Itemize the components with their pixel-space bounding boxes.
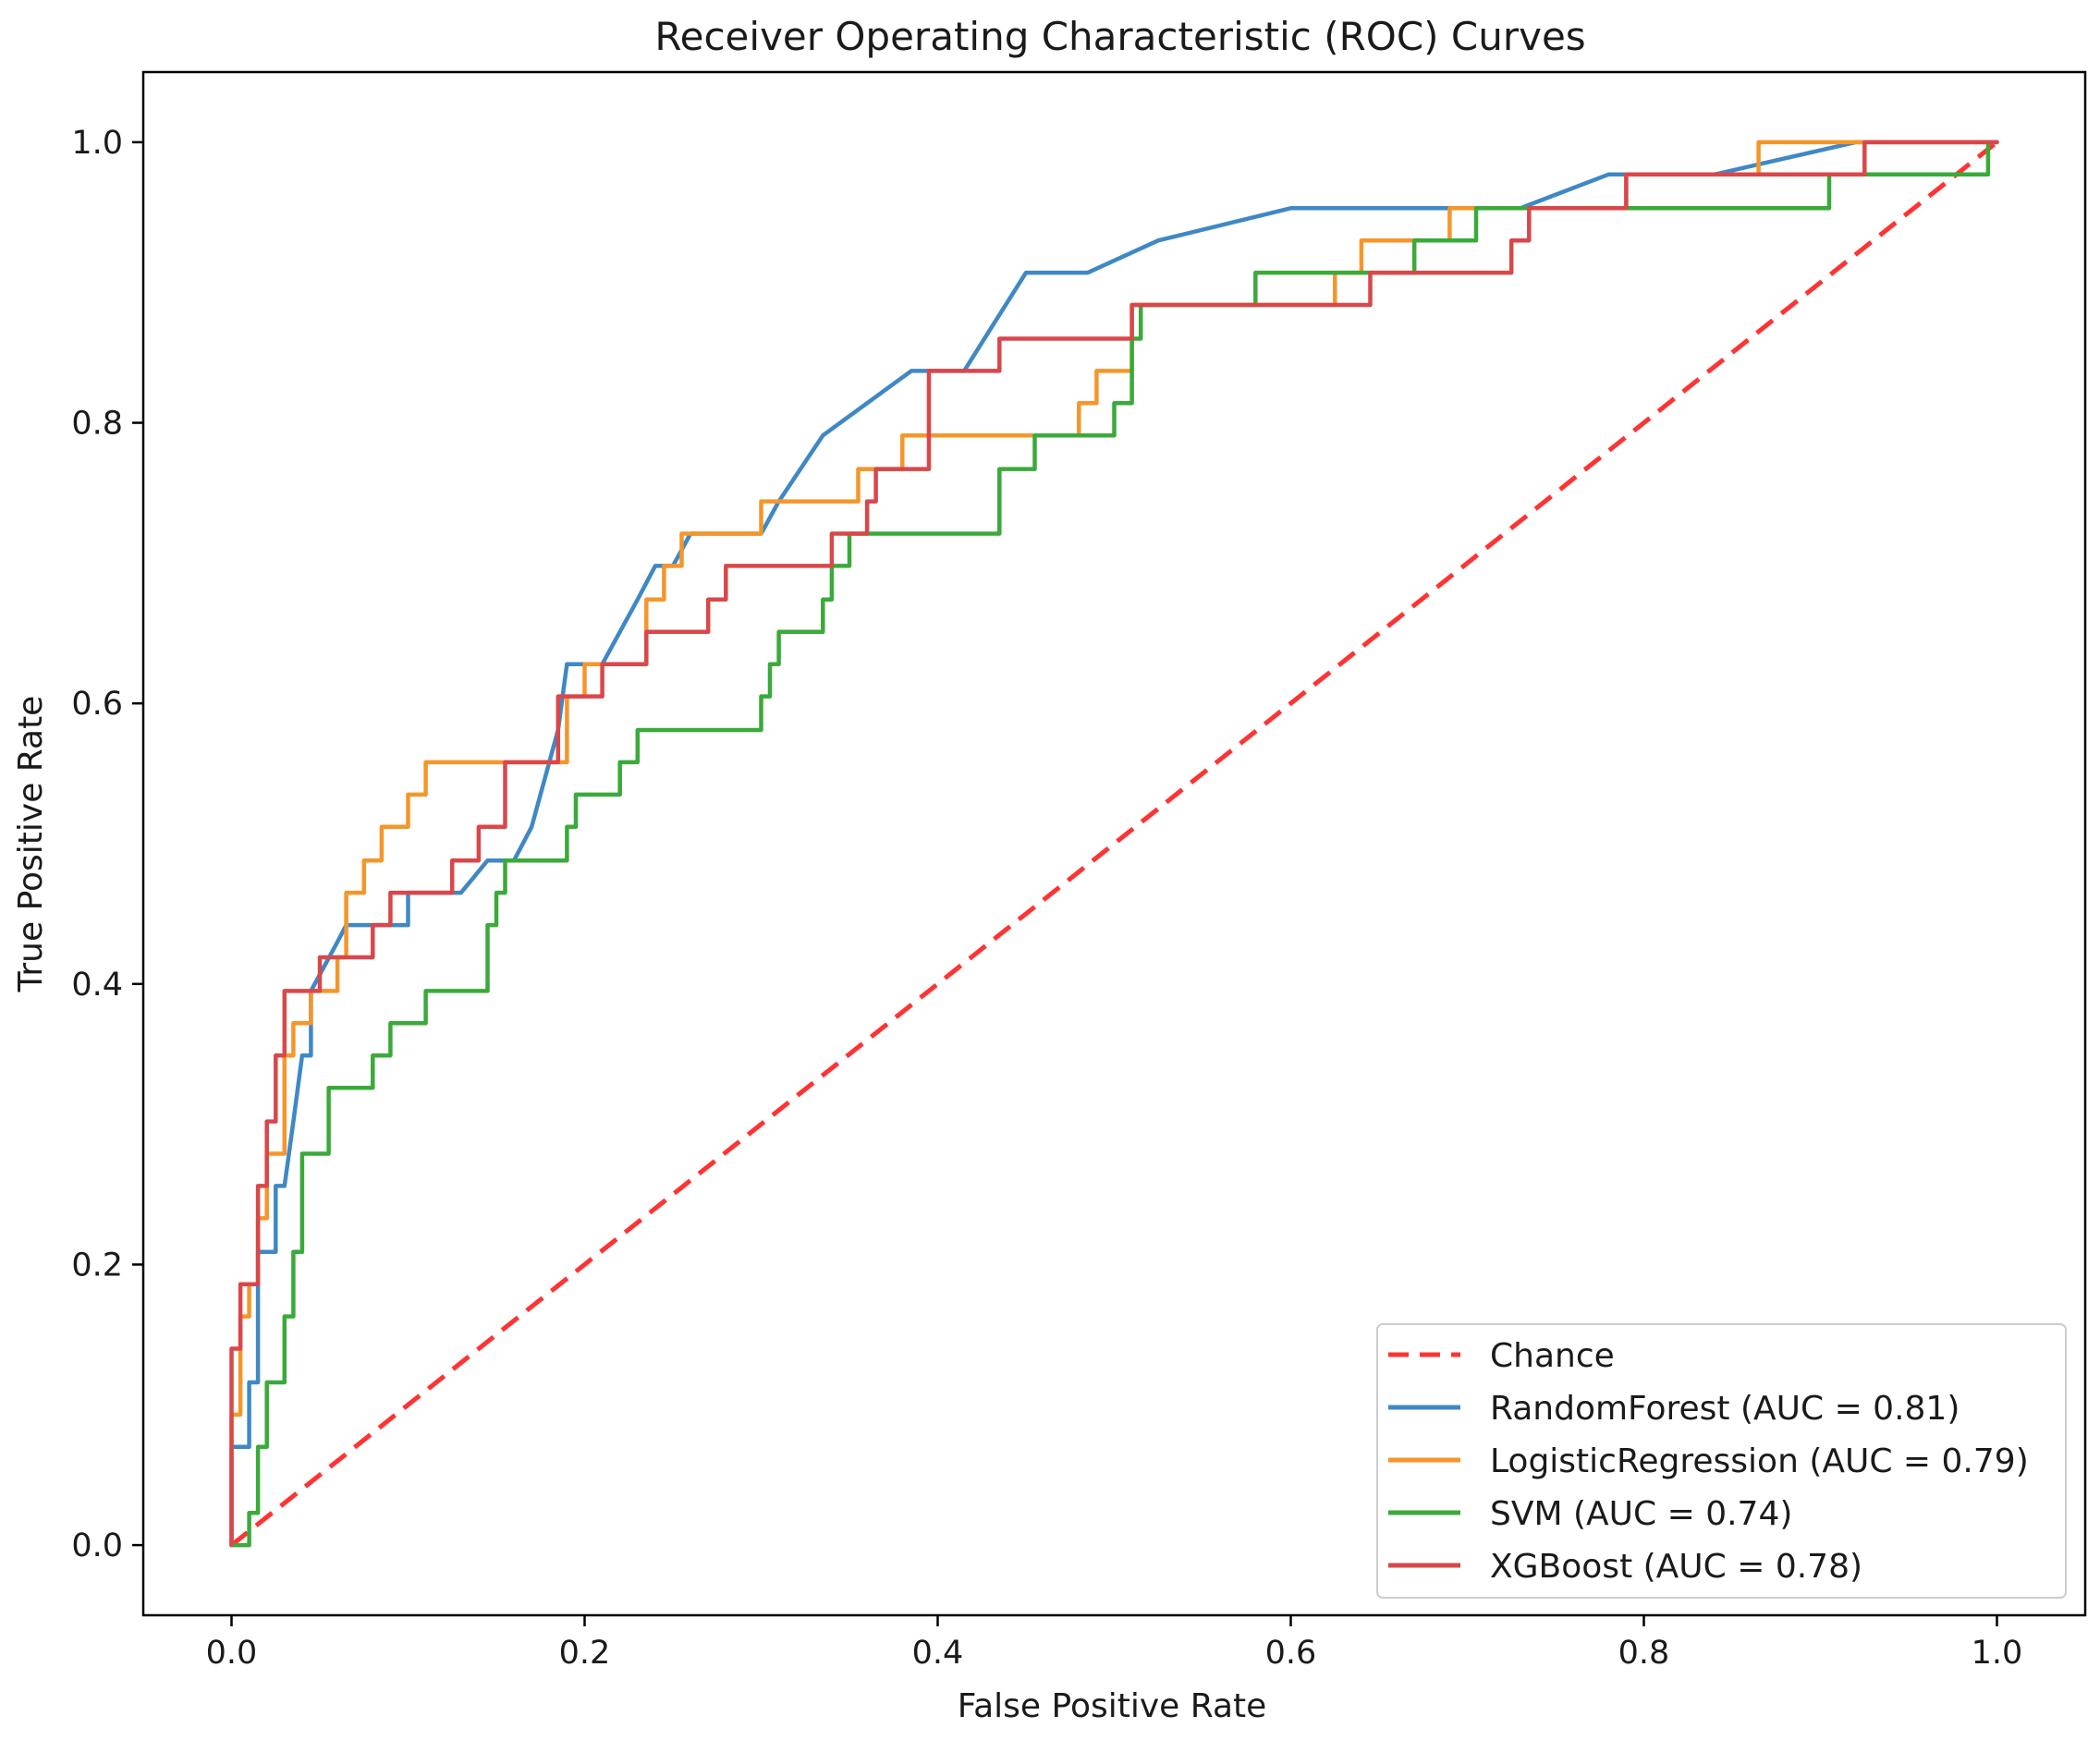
y-tick-label: 0.4 xyxy=(71,967,123,1004)
y-axis-label: True Positive Rate xyxy=(12,696,50,993)
x-tick-label: 0.2 xyxy=(559,1635,611,1672)
x-tick-label: 0.6 xyxy=(1265,1635,1317,1672)
x-tick-label: 1.0 xyxy=(1972,1635,2023,1672)
y-tick-label: 1.0 xyxy=(71,125,123,162)
legend-label-xgb: XGBoost (AUC = 0.78) xyxy=(1490,1548,1862,1586)
axes-frame xyxy=(141,70,2087,1617)
legend-box xyxy=(1376,1323,2067,1599)
plot-area xyxy=(229,140,1999,1548)
legend-label-lr: LogisticRegression (AUC = 0.79) xyxy=(1490,1442,2029,1480)
series-line-svm xyxy=(229,140,1999,1548)
x-axis-label: False Positive Rate xyxy=(958,1687,1267,1725)
y-tick-label: 0.8 xyxy=(71,406,123,443)
legend: Chance RandomForest (AUC = 0.81) LogisticR… xyxy=(1376,1323,2067,1599)
y-tick-label: 0.0 xyxy=(71,1527,123,1564)
series-line-xgb xyxy=(229,140,1999,1548)
legend-label-svm: SVM (AUC = 0.74) xyxy=(1490,1495,1792,1533)
chart-title: Receiver Operating Characteristic (ROC) … xyxy=(654,14,1585,59)
legend-label-chance: Chance xyxy=(1490,1337,1615,1375)
y-axis-ticks: 0.0 0.2 0.4 0.6 0.8 1.0 xyxy=(71,125,143,1564)
x-tick-label: 0.4 xyxy=(912,1635,964,1672)
legend-label-rf: RandomForest (AUC = 0.81) xyxy=(1490,1390,1960,1428)
x-tick-label: 0.8 xyxy=(1618,1635,1670,1672)
y-tick-label: 0.6 xyxy=(71,686,123,723)
x-axis-ticks: 0.0 0.2 0.4 0.6 0.8 1.0 xyxy=(206,1615,2023,1672)
x-tick-label: 0.0 xyxy=(206,1635,258,1672)
y-tick-label: 0.2 xyxy=(71,1247,123,1284)
